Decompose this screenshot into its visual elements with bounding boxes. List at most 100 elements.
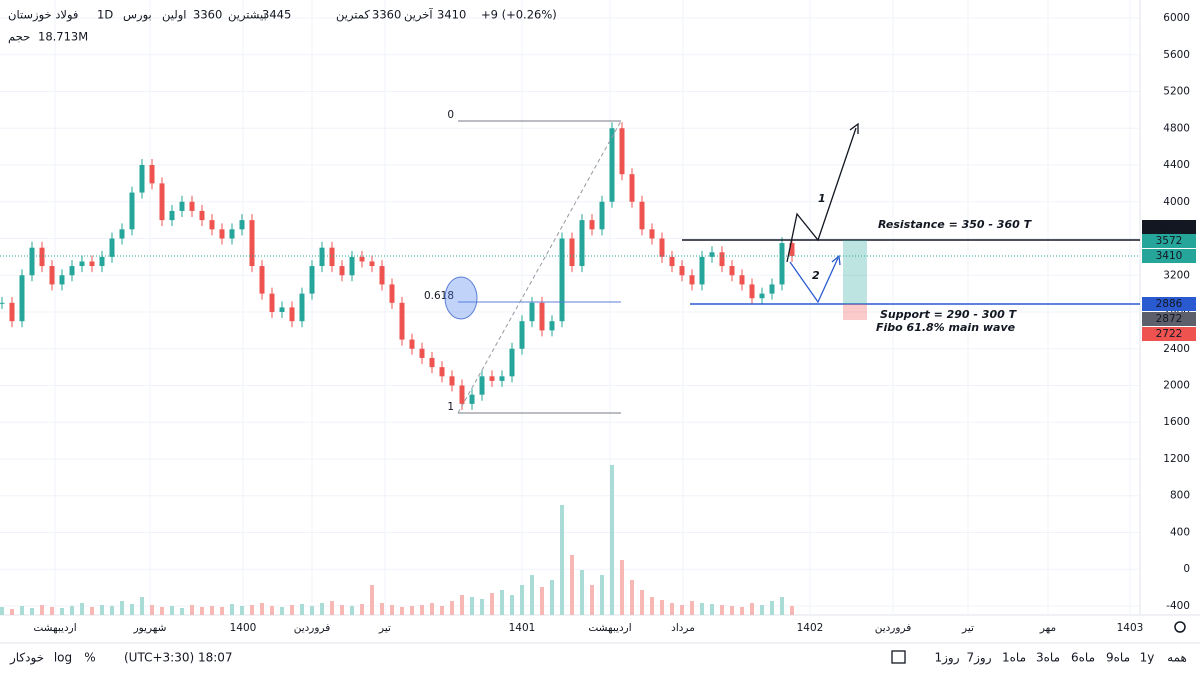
stat-value: 3360	[372, 8, 401, 22]
volume-bar	[270, 606, 274, 615]
price-label-box	[1142, 220, 1196, 234]
candle-body	[9, 302, 15, 322]
volume-bar	[150, 605, 154, 615]
axis-option[interactable]: خودکار	[9, 651, 44, 666]
candle-body	[779, 243, 785, 285]
range-button[interactable]: 6ماه	[1071, 651, 1095, 665]
candles	[0, 122, 795, 410]
volume-bar	[30, 608, 34, 615]
candle-body	[379, 266, 385, 285]
range-button[interactable]: 9ماه	[1106, 651, 1130, 665]
resistance-note: Resistance = 350 - 360 T	[878, 218, 1033, 231]
arrowhead-2	[831, 254, 841, 266]
calendar-icon[interactable]	[891, 650, 906, 664]
price-label-box	[1142, 297, 1196, 311]
volume-bar	[110, 606, 114, 615]
y-tick-label: 3200	[1163, 269, 1190, 281]
candle-body	[249, 220, 255, 267]
y-tick-label: 4800	[1163, 122, 1190, 134]
volume-bar	[730, 606, 734, 615]
wave-label: 1	[818, 192, 826, 205]
price-label-box	[1142, 327, 1196, 341]
candle-body	[279, 307, 285, 313]
volume-bar	[140, 597, 144, 615]
candle-body	[689, 275, 695, 285]
y-tick-label: 6000	[1163, 12, 1190, 24]
volume-bar	[100, 605, 104, 615]
volume-bar	[500, 590, 504, 615]
volume-bar	[780, 597, 784, 615]
volume-bar	[320, 603, 324, 615]
fibo-note: Fibo 61.8% main wave	[876, 321, 1016, 334]
volume-value: 18.713M	[38, 30, 88, 44]
x-tick-label: 1402	[797, 622, 824, 634]
settings-icon[interactable]	[1174, 621, 1186, 633]
volume-bar	[70, 606, 74, 615]
x-tick-label: تیر	[961, 622, 974, 634]
y-tick-label: 1200	[1163, 453, 1190, 465]
range-button[interactable]: 1روز	[934, 651, 959, 666]
candle-body	[109, 238, 115, 257]
volume-bar	[410, 606, 414, 615]
volume-bar	[180, 608, 184, 615]
candle-body	[139, 165, 145, 193]
candle-body	[629, 174, 635, 202]
timezone[interactable]: (UTC+3:30) 18:07	[124, 651, 233, 665]
candle-body	[299, 293, 305, 322]
volume-bar	[720, 605, 724, 615]
axis-option[interactable]: log	[54, 651, 72, 665]
candle-body	[229, 229, 235, 239]
x-tick-label: 1403	[1117, 622, 1144, 634]
price-label: 2722	[1156, 328, 1183, 340]
volume-bar	[580, 570, 584, 615]
volume-bar	[230, 604, 234, 615]
volume	[0, 465, 794, 615]
y-tick-label: 0	[1183, 563, 1190, 575]
volume-bar	[220, 607, 224, 615]
volume-bar	[480, 599, 484, 615]
volume-bar	[400, 607, 404, 615]
x-tick-label: اردیبهشت	[33, 622, 76, 634]
range-button[interactable]: 7روز	[966, 651, 991, 666]
candle-body	[459, 385, 465, 404]
x-tick-label: 1400	[230, 622, 257, 634]
range-button[interactable]: 1y	[1140, 651, 1155, 665]
range-button[interactable]: 3ماه	[1036, 651, 1060, 665]
candle-body	[159, 183, 165, 221]
volume-bar	[360, 604, 364, 615]
volume-bar	[590, 585, 594, 615]
candle-body	[549, 321, 555, 331]
volume-bar	[80, 603, 84, 615]
stat-value: 3410	[437, 8, 466, 22]
candle-body	[759, 293, 765, 299]
volume-bar	[790, 606, 794, 615]
x-tick-label: اردیبهشت	[588, 622, 631, 634]
candle-body	[179, 201, 185, 211]
x-tick-label: فروردین	[294, 622, 331, 634]
candle-body	[519, 321, 525, 349]
volume-bar	[680, 605, 684, 615]
volume-bar	[210, 606, 214, 615]
axis-option[interactable]: %	[84, 651, 95, 665]
volume-bar	[490, 593, 494, 615]
arrowhead-1	[849, 122, 859, 134]
candle-body	[659, 238, 665, 257]
volume-bar	[600, 575, 604, 615]
range-button[interactable]: همه	[1167, 651, 1187, 665]
candle-body	[699, 256, 705, 285]
volume-bar	[170, 606, 174, 615]
x-tick-label: شهریور	[133, 622, 167, 634]
x-tick-label: مرداد	[671, 622, 695, 634]
candle-body	[119, 229, 125, 239]
candle-body	[649, 229, 655, 239]
price-label: 2886	[1156, 298, 1183, 310]
range-button[interactable]: 1ماه	[1002, 651, 1026, 665]
volume-bar	[610, 465, 614, 615]
candle-body	[239, 220, 245, 230]
candle-body	[169, 210, 175, 221]
candle-body	[269, 293, 275, 313]
candle-body	[319, 247, 325, 267]
candle-body	[599, 201, 605, 230]
